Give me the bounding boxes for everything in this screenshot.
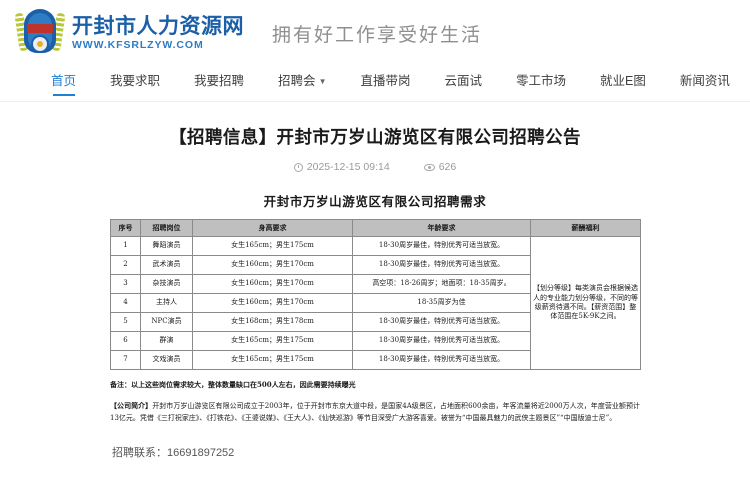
nav-label: 招聘会 <box>278 74 316 88</box>
cell-height: 女生160cm；男生170cm <box>192 255 353 275</box>
cell-height: 女生168cm；男生178cm <box>192 312 353 332</box>
cell-age: 18-30周岁最佳，特别优秀可适当放宽。 <box>352 312 531 332</box>
company-intro: 【公司简介】开封市万岁山游览区有限公司成立于2003年，位于开封市东京大道中段，… <box>110 400 640 424</box>
cell-position: 主持人 <box>140 293 193 313</box>
cell-position: 杂技演员 <box>140 274 193 294</box>
cell-no: 7 <box>110 350 141 370</box>
cell-height: 女生165cm；男生175cm <box>192 331 353 351</box>
cell-age: 18-35周岁为佳 <box>352 293 531 313</box>
col-header-no: 序号 <box>110 219 141 237</box>
col-header-height: 身高要求 <box>192 219 353 237</box>
cell-pay-merged: 【划分等级】每类演员会根据候选人的专业能力划分等级，不同的等级薪资待遇不同。【薪… <box>530 236 641 370</box>
cell-no: 1 <box>110 236 141 256</box>
banner-icon <box>27 24 53 33</box>
cell-height: 女生165cm；男生175cm <box>192 350 353 370</box>
nav-item-livestream[interactable]: 直播带岗 <box>343 66 427 99</box>
nav-item-gig-market[interactable]: 零工市场 <box>499 66 583 99</box>
nav-item-home[interactable]: 首页 <box>34 66 93 99</box>
cell-height: 女生160cm；男生170cm <box>192 293 353 313</box>
cell-age: 18-30周岁最佳，特别优秀可适当放宽。 <box>352 255 531 275</box>
nav-label: 新闻资讯 <box>679 74 730 88</box>
nav-label: 直播带岗 <box>360 74 411 88</box>
emblem-icon <box>14 7 66 59</box>
nav-label: 首页 <box>51 74 77 88</box>
nav-item-news[interactable]: 新闻资讯 <box>663 66 747 99</box>
site-header: 开封市人力资源网 WWW.KFSRLZYW.COM 拥有好工作享受好生活 <box>0 0 750 66</box>
recruitment-document: 开封市万岁山游览区有限公司招聘需求 序号 招聘岗位 身高要求 年龄要求 薪酬福利 <box>110 191 641 424</box>
site-logo[interactable]: 开封市人力资源网 WWW.KFSRLZYW.COM <box>14 7 244 59</box>
company-intro-text: 开封市万岁山游览区有限公司成立于2003年，位于开封市东京大道中段，是国家4A级… <box>110 402 641 422</box>
cell-no: 4 <box>110 293 141 313</box>
table-note: 备注：以上这些岗位需求较大，整体数量缺口在500人左右，因此需要持续曝光 <box>110 380 356 389</box>
nav-label: 我要求职 <box>110 74 161 88</box>
col-header-age: 年龄要求 <box>352 219 531 237</box>
nav-label: 就业E图 <box>600 74 646 88</box>
col-header-position: 招聘岗位 <box>140 219 193 237</box>
cell-height: 女生160cm；男生170cm <box>192 274 353 294</box>
cell-position: 武术演员 <box>140 255 193 275</box>
logo-text: 开封市人力资源网 WWW.KFSRLZYW.COM <box>72 15 244 51</box>
cell-no: 6 <box>110 331 141 351</box>
clock-icon <box>293 162 303 172</box>
cell-age: 18-30周岁最佳，特别优秀可适当放宽。 <box>352 331 531 351</box>
nav-label: 零工市场 <box>516 74 567 88</box>
cell-height: 女生165cm；男生175cm <box>192 236 353 256</box>
cell-no: 2 <box>110 255 141 275</box>
table-row: 7 文戏演员 女生165cm；男生175cm 18-30周岁最佳，特别优秀可适当… <box>110 350 641 370</box>
table-row: 4 主持人 女生160cm；男生170cm 18-35周岁为佳 <box>110 293 641 313</box>
requirements-table: 序号 招聘岗位 身高要求 年龄要求 薪酬福利 1 舞蹈演员 女生165cm；男生… <box>110 219 641 370</box>
nav-item-cloud-interview[interactable]: 云面试 <box>428 66 500 99</box>
cell-position: 文戏演员 <box>140 350 193 370</box>
main-nav: 首页 我要求职 我要招聘 招聘会 ▼ 直播带岗 云面试 零工市场 就业E图 新闻资… <box>0 66 750 102</box>
view-count: 626 <box>423 161 457 173</box>
cell-no: 5 <box>110 312 141 332</box>
company-intro-label: 【公司简介】 <box>110 401 153 411</box>
view-count-value: 626 <box>438 161 457 173</box>
table-row: 1 舞蹈演员 女生165cm；男生175cm 18-30周岁最佳，特别优秀可适当… <box>110 236 641 370</box>
col-header-pay: 薪酬福利 <box>530 219 641 237</box>
nav-item-recruit[interactable]: 我要招聘 <box>177 66 261 99</box>
nav-item-jobseeker[interactable]: 我要求职 <box>93 66 177 99</box>
cell-position: NPC演员 <box>140 312 193 332</box>
site-slogan: 拥有好工作享受好生活 <box>272 23 483 46</box>
eye-icon <box>423 163 435 171</box>
cell-position: 群演 <box>140 331 193 351</box>
page-title: 【招聘信息】开封市万岁山游览区有限公司招聘公告 <box>169 127 581 147</box>
publish-date: 2025-12-15 09:14 <box>293 161 390 173</box>
logo-title: 开封市人力资源网 <box>72 13 244 38</box>
contact-line: 招聘联系：16691897252 <box>112 447 235 460</box>
article-body: 【招聘信息】开封市万岁山游览区有限公司招聘公告 2025-12-15 09:14… <box>0 102 750 460</box>
cell-position: 舞蹈演员 <box>140 236 193 256</box>
logo-url: WWW.KFSRLZYW.COM <box>72 39 204 52</box>
article-meta: 2025-12-15 09:14 626 <box>0 161 750 173</box>
nav-label: 我要招聘 <box>194 74 245 88</box>
publish-date-value: 2025-12-15 09:14 <box>306 161 390 173</box>
chevron-down-icon: ▼ <box>318 77 327 86</box>
nav-item-jobfair[interactable]: 招聘会 ▼ <box>261 66 343 99</box>
cell-age: 18-30周岁最佳，特别优秀可适当放宽。 <box>352 236 531 256</box>
document-title: 开封市万岁山游览区有限公司招聘需求 <box>263 194 487 209</box>
cell-age: 18-30周岁最佳，特别优秀可适当放宽。 <box>352 350 531 370</box>
table-header-row: 序号 招聘岗位 身高要求 年龄要求 薪酬福利 <box>110 219 641 237</box>
nav-label: 云面试 <box>444 74 483 88</box>
nav-item-employment-map[interactable]: 就业E图 <box>583 66 663 99</box>
cell-age: 高空项：18-26周岁；地面项：18-35周岁。 <box>352 274 531 294</box>
cell-no: 3 <box>110 274 141 294</box>
gear-icon <box>31 35 49 53</box>
